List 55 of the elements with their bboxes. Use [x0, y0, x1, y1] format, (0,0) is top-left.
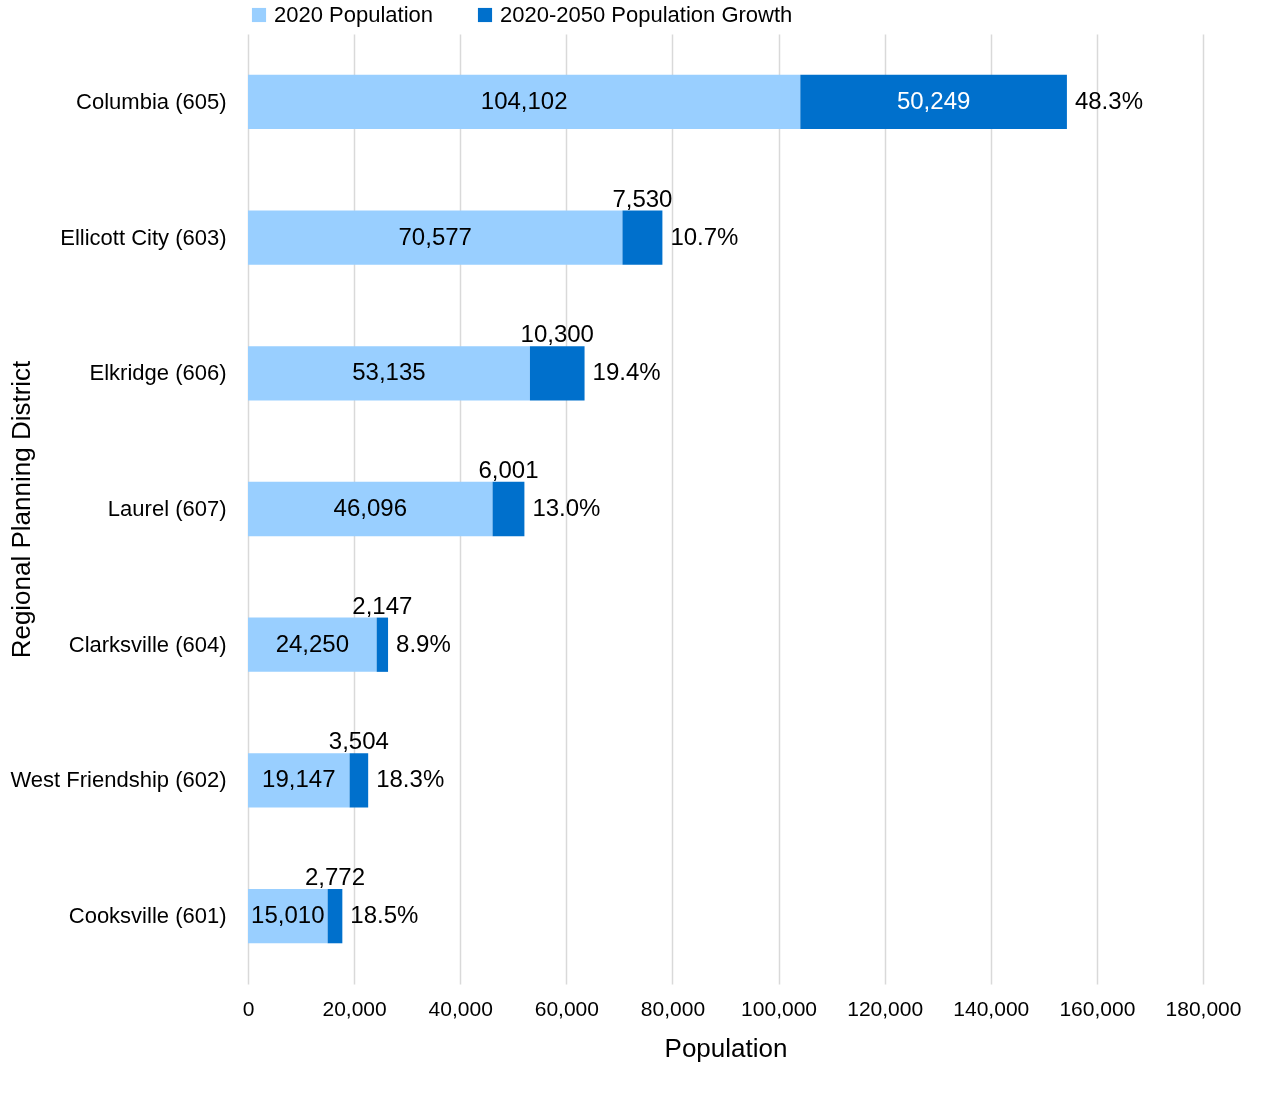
- data-label: 70,577: [398, 222, 472, 250]
- legend-label: 2020 Population: [274, 2, 434, 27]
- data-label: 3,504: [328, 727, 389, 755]
- y-tick-label: Cooksville (601): [68, 903, 227, 929]
- bar: [248, 74, 801, 129]
- y-tick-label: West Friendship (602): [10, 767, 227, 793]
- data-label: 104,102: [480, 86, 568, 114]
- data-label: 2,147: [352, 591, 413, 619]
- data-label: 6,001: [478, 456, 539, 483]
- y-tick-label: Ellicott City (603): [60, 224, 227, 250]
- x-tick-label: 20,000: [322, 996, 387, 1020]
- x-tick-label: 160,000: [1059, 996, 1136, 1020]
- bar: [248, 617, 377, 672]
- x-tick-label: 0: [242, 996, 255, 1020]
- bar: [248, 753, 350, 808]
- bar: [248, 346, 530, 401]
- data-label: 50,249: [896, 86, 971, 114]
- bar: [248, 210, 623, 265]
- data-label: 10,300: [520, 320, 594, 348]
- annotation: 13.0%: [532, 494, 601, 521]
- bar: [349, 753, 369, 808]
- bar: [248, 481, 493, 537]
- x-tick-label: 80,000: [640, 996, 706, 1020]
- data-label: 2,772: [304, 863, 366, 891]
- bar: [492, 481, 525, 537]
- annotation: 8.9%: [396, 629, 451, 657]
- x-tick-label: 120,000: [847, 996, 924, 1020]
- y-axis-title: Regional Planning District: [5, 359, 36, 659]
- data-label: 46,096: [333, 494, 407, 521]
- data-label: 15,010: [251, 901, 325, 929]
- annotation: 18.3%: [376, 765, 445, 793]
- x-axis-title: Population: [664, 1032, 788, 1063]
- x-tick-label: 180,000: [1165, 996, 1242, 1020]
- x-tick-label: 60,000: [534, 996, 599, 1020]
- data-label: 53,135: [352, 358, 426, 386]
- annotation: 18.5%: [350, 901, 419, 929]
- annotation: 10.7%: [670, 222, 739, 250]
- annotation: 48.3%: [1074, 86, 1143, 114]
- annotation: 19.4%: [592, 358, 661, 386]
- bar: [529, 346, 585, 401]
- data-label: 7,530: [612, 184, 673, 212]
- x-tick-label: 140,000: [953, 996, 1030, 1020]
- data-label: 19,147: [262, 765, 336, 793]
- legend-label: 2020-2050 Population Growth: [500, 2, 793, 27]
- y-tick-label: Elkridge (606): [89, 360, 227, 386]
- y-tick-label: Laurel (607): [107, 496, 227, 521]
- data-label: 24,250: [275, 629, 350, 657]
- bar: [376, 617, 389, 672]
- x-tick-label: 100,000: [741, 996, 818, 1020]
- y-tick-label: Clarksville (604): [68, 631, 227, 657]
- bar: [327, 889, 343, 944]
- y-tick-label: Columbia (605): [76, 88, 227, 114]
- bar: [800, 74, 1067, 129]
- bar: [622, 210, 663, 265]
- x-tick-label: 40,000: [428, 996, 493, 1020]
